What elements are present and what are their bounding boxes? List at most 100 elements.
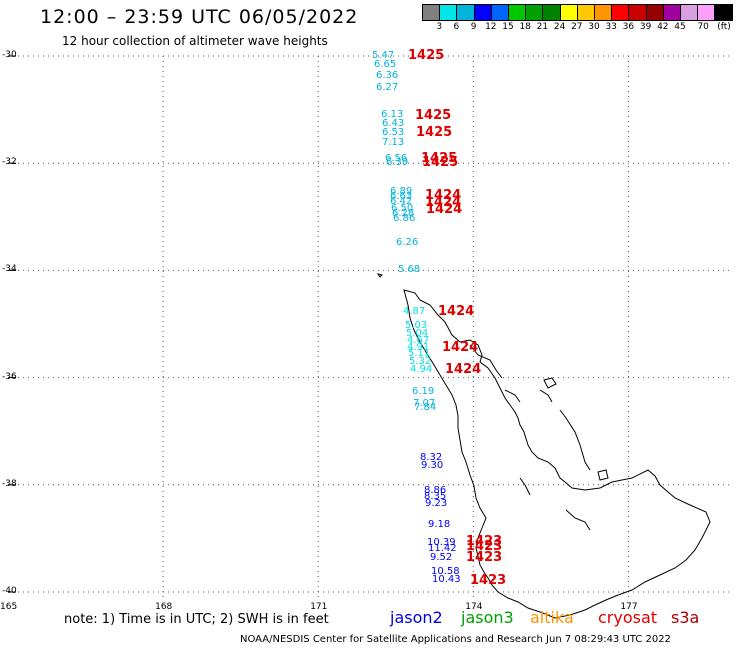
- scale-label: 36: [622, 22, 635, 32]
- lat-tick-label: -38: [2, 478, 17, 489]
- scale-swatch: [714, 4, 733, 21]
- wave-height-value: 10.43: [432, 574, 461, 585]
- footer-credit: NOAA/NESDIS Center for Satellite Applica…: [240, 634, 671, 645]
- wave-height-value: 6.89: [390, 186, 413, 197]
- lon-tick-label: 165: [0, 602, 18, 612]
- pass-time-label: 1424: [442, 340, 479, 355]
- scale-label: 42: [657, 22, 669, 32]
- map-grid: [8, 55, 732, 598]
- wave-height-value: 7.07: [413, 398, 436, 409]
- pass-time-label: 1423: [466, 550, 503, 565]
- new-zealand-coastline: [376, 273, 711, 619]
- lon-tick-label: 174: [465, 602, 483, 612]
- coastline-island: [376, 273, 609, 481]
- wave-height-value: 6.63: [390, 191, 413, 202]
- wave-height-value: 4.87: [403, 306, 426, 317]
- scale-label: 21: [536, 22, 549, 32]
- pass-time-label: 1423: [466, 539, 503, 554]
- scale-label: 70: [697, 22, 709, 32]
- wave-height-value: 6.65: [374, 59, 397, 70]
- legend-jason3: jason3: [461, 608, 514, 627]
- wave-height-value: 5.32: [409, 356, 432, 367]
- wave-height-value: 4.91: [407, 342, 430, 353]
- wave-height-value: 8.86: [424, 485, 447, 496]
- wave-height-value: 6.86: [393, 213, 416, 224]
- wave-height-value: 6.26: [396, 237, 419, 248]
- pass-time-label: 1424: [438, 304, 475, 319]
- coastline-inlet: [469, 344, 591, 531]
- axis-ticks: [8, 55, 16, 593]
- wave-height-value: 7.84: [414, 402, 437, 413]
- wave-height-value: 4.94: [410, 364, 433, 375]
- pass-time-label: 1425: [416, 125, 453, 140]
- pass-time-label: 1425: [422, 155, 459, 170]
- pass-time-label: 1425: [421, 151, 458, 166]
- wave-height-value: 6.28: [392, 208, 415, 219]
- scale-label: 27: [571, 22, 583, 32]
- lat-tick-label: -30: [2, 50, 17, 60]
- lat-tick-label: -32: [2, 157, 17, 168]
- scale-unit: (ft): [717, 22, 731, 32]
- wave-height-value: 6.13: [381, 109, 404, 120]
- lat-tick-label: -34: [2, 264, 17, 275]
- lat-tick-label: -36: [2, 371, 17, 382]
- lat-tick-label: -40: [2, 586, 17, 596]
- wave-height-value: 5.11: [408, 348, 431, 359]
- wave-height-value: 6.19: [412, 386, 435, 397]
- wave-height-value: 8.32: [420, 452, 443, 463]
- wave-height-value: 6.36: [376, 70, 399, 81]
- wave-height-value: 10.39: [427, 537, 456, 548]
- lon-tick-label: 168: [155, 602, 173, 612]
- wave-height-value: 6.39: [386, 157, 409, 168]
- page-subtitle: 12 hour collection of altimeter wave hei…: [62, 34, 328, 48]
- legend-jason2: jason2: [390, 608, 443, 627]
- scale-label: 15: [502, 22, 514, 32]
- wave-height-value: 6.42: [390, 196, 413, 207]
- pass-time-label: 1423: [466, 534, 503, 549]
- pass-time-label: 1424: [425, 195, 462, 210]
- scale-label: 24: [553, 22, 566, 32]
- wave-height-value: 11.42: [428, 543, 457, 554]
- scale-label: 6: [453, 22, 460, 32]
- wave-height-value: 4.67: [407, 335, 430, 346]
- wave-height-value: 9.30: [421, 460, 444, 471]
- scale-label: 33: [605, 22, 617, 32]
- wave-height-value: 6.43: [382, 118, 405, 129]
- wave-height-value: 5.68: [398, 264, 421, 275]
- wave-height-value: 6.27: [376, 82, 399, 93]
- pass-time-label: 1425: [415, 108, 452, 123]
- scale-label: 39: [639, 22, 652, 32]
- pass-time-label: 1425: [408, 48, 445, 63]
- wave-height-value: 9.23: [425, 498, 448, 509]
- wave-height-value: 6.53: [382, 127, 405, 138]
- wave-height-value: 5.47: [372, 50, 395, 61]
- lon-tick-label: 171: [310, 602, 328, 612]
- scale-label: 12: [485, 22, 497, 32]
- page-title: 12:00 – 23:59 UTC 06/05/2022: [40, 6, 359, 28]
- scale-label: 30: [588, 22, 600, 32]
- coastline-north-island: [403, 289, 711, 619]
- wave-height-value: 9.18: [428, 519, 451, 530]
- wave-height-value: 6.50: [391, 203, 414, 214]
- wave-height-value: 5.03: [405, 320, 428, 331]
- wave-height-value: 7.13: [382, 137, 405, 148]
- wave-height-value: 10.58: [431, 566, 460, 577]
- legend-s3a: s3a: [671, 608, 700, 627]
- pass-time-label: 1424: [445, 362, 482, 377]
- wave-height-value: 8.35: [424, 491, 447, 502]
- scale-label: 3: [436, 22, 443, 32]
- pass-time-label: 1423: [470, 573, 507, 588]
- pass-time-label: 1424: [426, 202, 463, 217]
- legend-cryosat: cryosat: [598, 608, 658, 627]
- legend-altika: altika: [530, 608, 574, 627]
- scale-label: 9: [470, 22, 477, 32]
- lon-tick-label: 177: [620, 602, 638, 612]
- wave-height-value: 9.52: [430, 552, 453, 563]
- pass-time-label: 1424: [425, 188, 462, 203]
- wave-height-value: 5.04: [406, 328, 429, 339]
- scale-label: 18: [519, 22, 531, 32]
- scale-label: 45: [674, 22, 686, 32]
- wave-height-value: 6.56: [385, 153, 408, 164]
